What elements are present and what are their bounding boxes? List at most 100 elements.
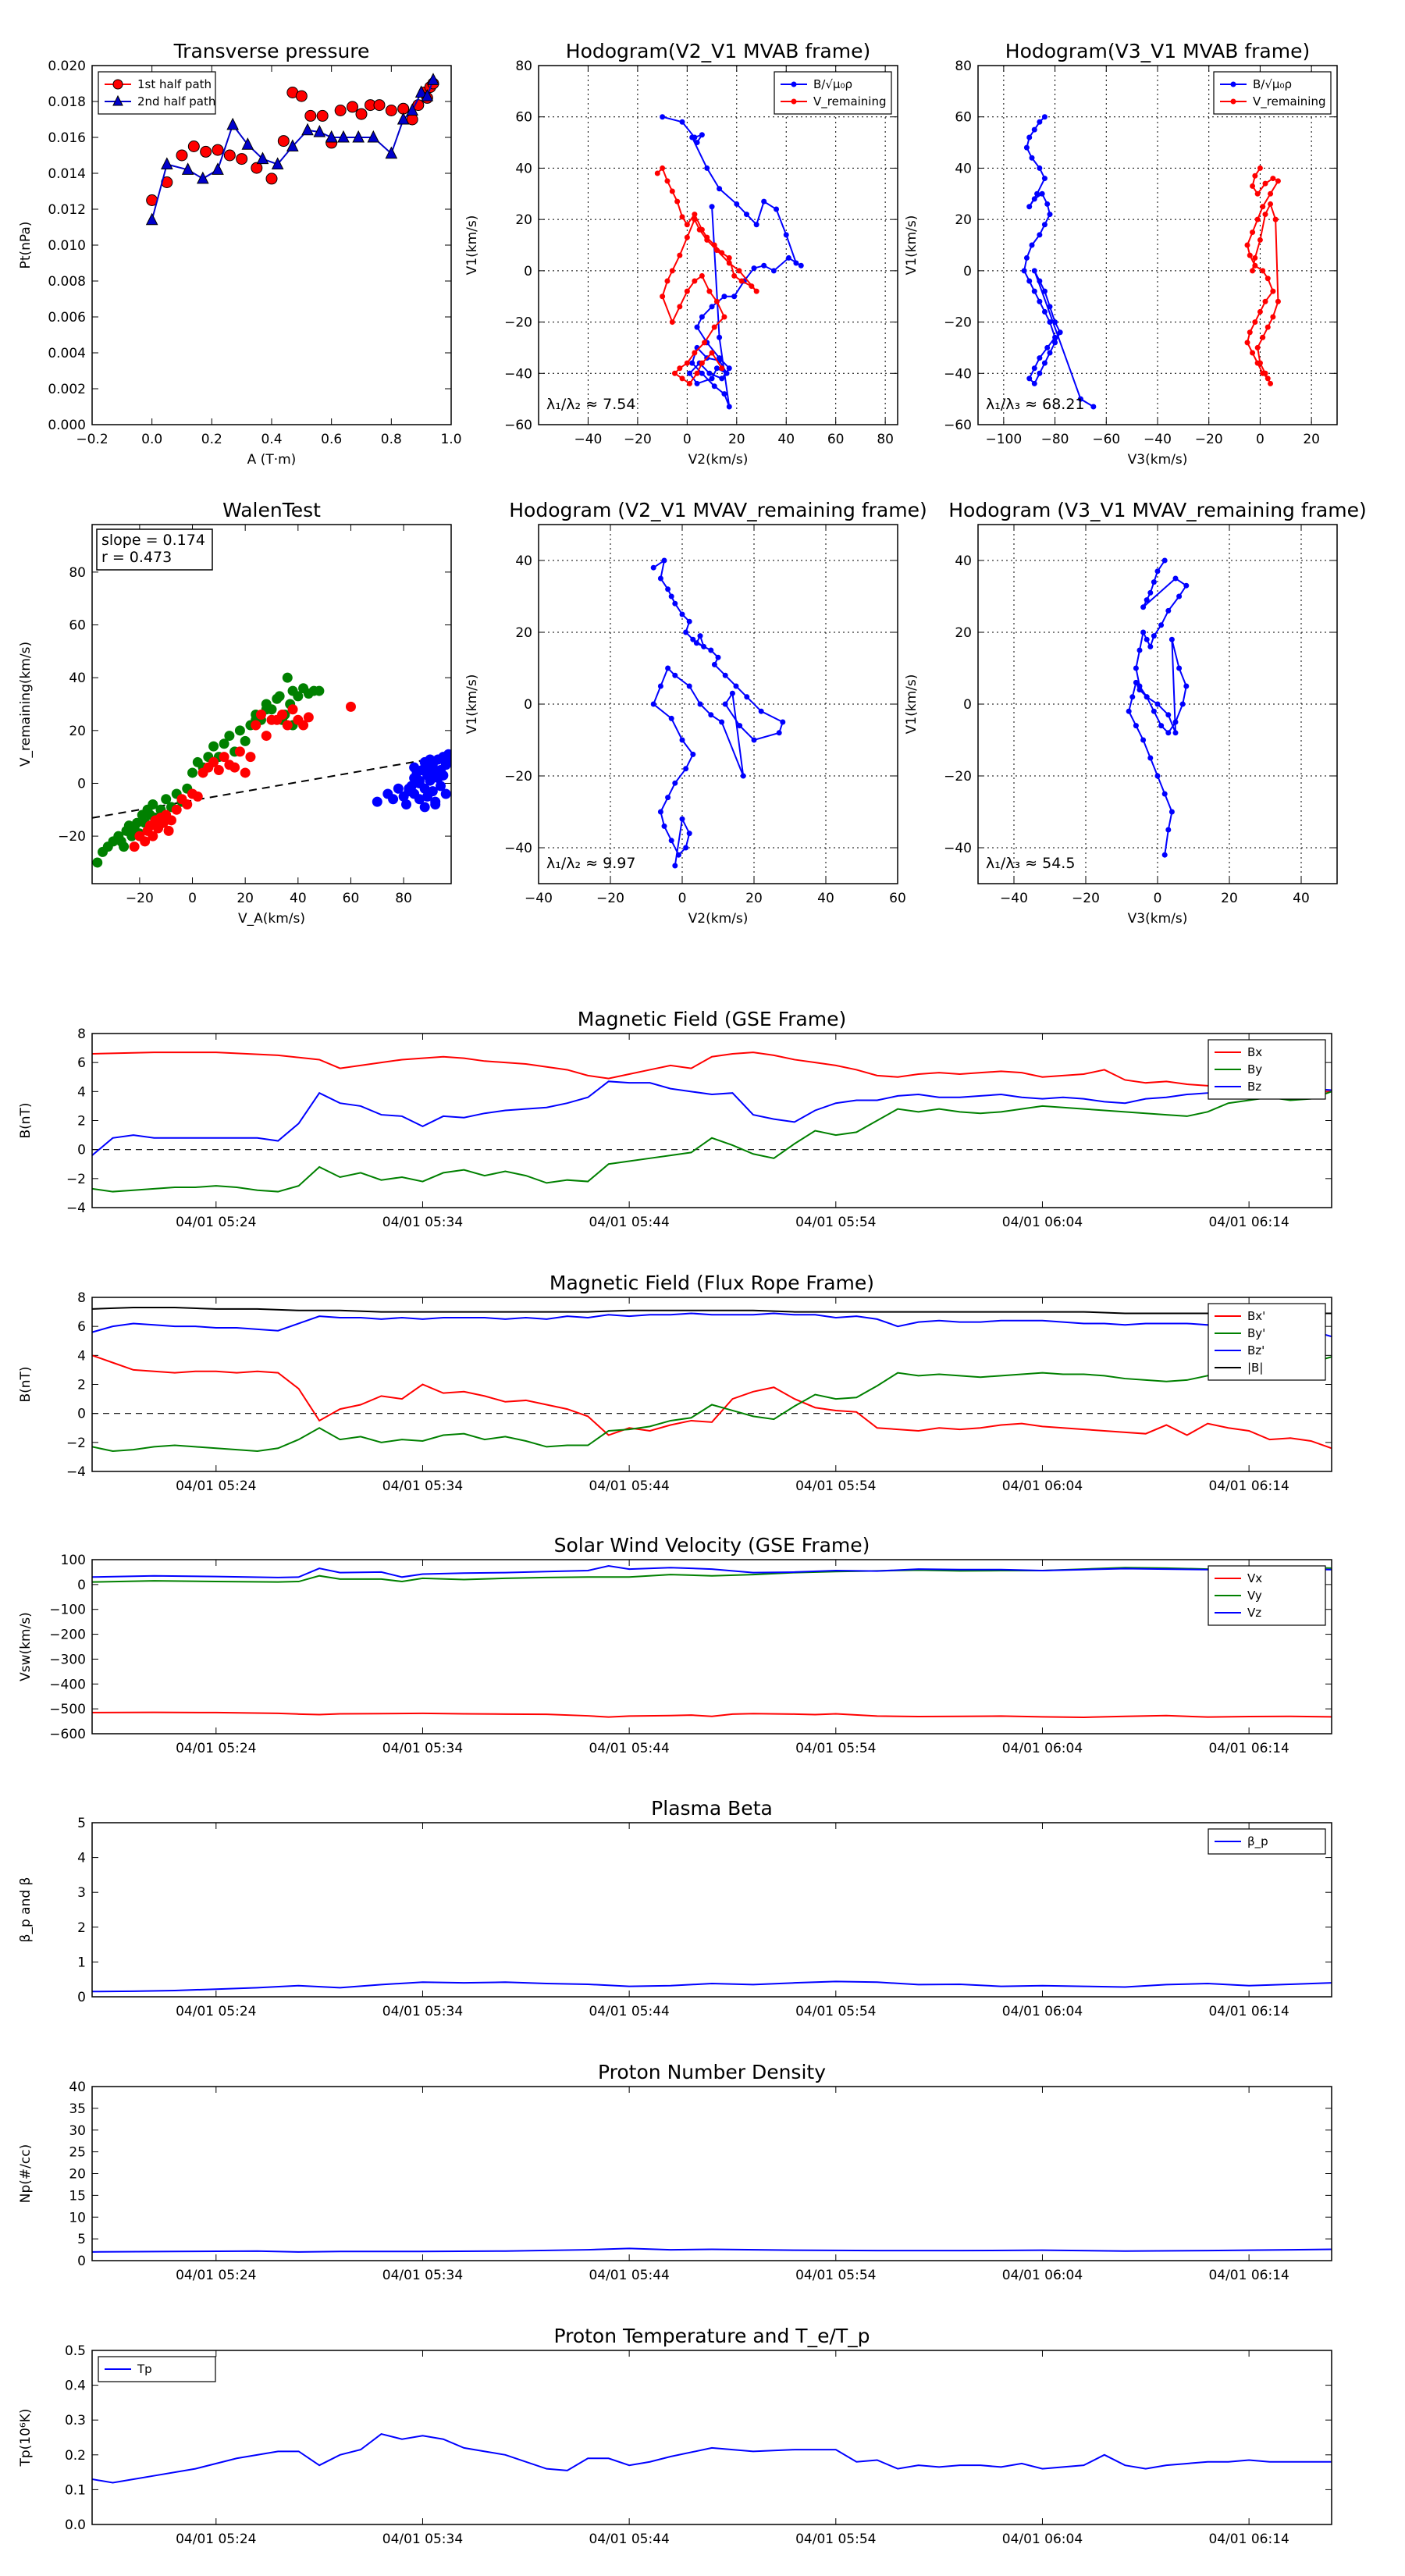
data-point [129, 841, 140, 852]
data-point [1270, 288, 1276, 294]
y-tick-label: 40 [515, 553, 532, 569]
data-point [1270, 176, 1276, 182]
data-point [1254, 190, 1261, 197]
y-tick-label: 35 [69, 2101, 86, 2117]
data-point [1044, 344, 1051, 350]
series-proton-temperature-0 [92, 2432, 1332, 2484]
data-point [661, 557, 667, 564]
data-point [650, 564, 656, 571]
data-point [1268, 201, 1274, 207]
x-tick-label: −20 [1072, 891, 1100, 906]
y-tick-label: 0 [77, 1990, 86, 2005]
series-line [92, 1566, 1332, 1583]
data-point [245, 752, 256, 763]
plot-area [654, 114, 804, 410]
y-tick-label: 0.4 [65, 2379, 86, 2394]
x-tick-label: 20 [745, 891, 763, 906]
x-tick-label: 04/01 05:54 [795, 2268, 876, 2283]
data-point [1154, 701, 1161, 707]
y-tick-label: −400 [49, 1677, 86, 1692]
legend-box [1208, 1828, 1326, 1855]
legend-label: V_remaining [1253, 94, 1326, 109]
y-tick-label: 0.0 [65, 2517, 86, 2533]
legend-label: 1st half path [137, 77, 212, 91]
data-point [301, 123, 314, 136]
x-tick-label: 20 [237, 891, 254, 906]
y-tick-label: 0.1 [65, 2482, 86, 2498]
data-point [1037, 232, 1043, 238]
y-tick-label: −20 [944, 315, 972, 331]
data-point [1158, 622, 1165, 628]
y-tick-label: 1 [77, 1955, 86, 1970]
data-point [1257, 165, 1263, 171]
y-tick-label: 80 [515, 59, 532, 74]
data-point [414, 85, 428, 98]
series-plasma-beta-0 [92, 1980, 1332, 1993]
legend-label: Vz [1247, 1606, 1261, 1620]
data-point [255, 710, 266, 720]
data-point [761, 262, 767, 269]
data-point [683, 766, 689, 772]
chart-title: Magnetic Field (Flux Rope Frame) [550, 1272, 874, 1294]
data-point [208, 741, 219, 752]
plot-area [92, 1051, 1332, 1193]
axes-frame [91, 1033, 1332, 1208]
data-point [660, 294, 666, 300]
chart-title: Plasma Beta [651, 1797, 773, 1820]
data-point [1026, 134, 1033, 141]
data-point [671, 370, 678, 376]
data-point [1041, 114, 1048, 120]
y-tick-label: −2 [66, 1436, 86, 1451]
y-tick-label: 10 [69, 2210, 86, 2226]
data-point [303, 712, 314, 723]
data-point [325, 130, 338, 143]
data-point [683, 845, 689, 851]
data-point [661, 823, 667, 829]
series-line [652, 558, 784, 866]
data-point [385, 146, 398, 159]
data-point [316, 109, 329, 122]
data-point [1172, 730, 1179, 736]
x-axis-label: V2(km/s) [688, 452, 749, 468]
x-tick-label: 0 [683, 432, 692, 447]
data-point [706, 288, 713, 294]
axes-frame [91, 2086, 1332, 2261]
data-point [295, 90, 308, 102]
data-point [1090, 404, 1097, 410]
data-point [1244, 242, 1250, 248]
legend-label: Vx [1247, 1571, 1262, 1585]
data-point [145, 212, 158, 226]
chart-magnetic-field-gse: 04/01 05:24 04/01 05:34 04/01 05:44 04/01 0… [18, 1008, 1332, 1230]
axes-frame [91, 65, 452, 425]
data-point [679, 611, 685, 617]
data-point [406, 103, 418, 116]
x-tick-label: 04/01 05:54 [795, 1741, 876, 1756]
data-point [293, 691, 304, 702]
series-proton-number-density-0 [92, 2247, 1332, 2253]
y-tick-label: 8 [77, 1026, 86, 1042]
data-point [1136, 647, 1143, 653]
series-hodogram-v3v1-mvav-0 [1126, 557, 1190, 858]
x-tick-label: 04/01 05:54 [795, 1478, 876, 1494]
series-walen-test-2 [372, 749, 451, 813]
data-point [427, 73, 439, 85]
plot-area [145, 73, 439, 226]
data-point [1252, 254, 1258, 261]
y-tick-label: 20 [515, 625, 532, 641]
data-point [304, 109, 317, 122]
data-point [274, 691, 285, 702]
data-point [1047, 350, 1053, 356]
data-point [1250, 268, 1256, 274]
axes-frame [538, 65, 898, 425]
data-point [187, 141, 200, 152]
legend-marker [791, 98, 797, 105]
data-point [729, 690, 735, 696]
data-point [738, 278, 745, 284]
series-magnetic-field-flux-rope-1 [92, 1356, 1332, 1452]
data-point [697, 633, 703, 639]
data-point [697, 701, 703, 707]
data-point [1154, 568, 1161, 575]
data-point [388, 794, 399, 805]
data-point [1165, 827, 1172, 833]
data-point [770, 268, 777, 274]
